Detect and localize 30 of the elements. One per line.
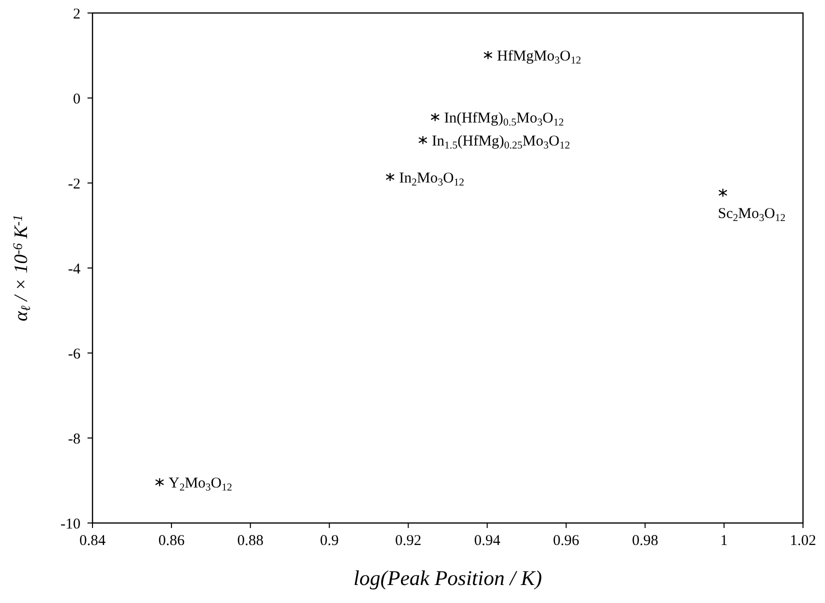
x-tick-label: 0.96 bbox=[553, 533, 580, 549]
y-tick-label: -4 bbox=[68, 261, 81, 278]
y-tick-label: -8 bbox=[68, 431, 80, 448]
point bbox=[418, 136, 428, 145]
point bbox=[386, 172, 395, 182]
x-tick-label: 0.9 bbox=[320, 533, 339, 549]
y-tick-label: 2 bbox=[73, 6, 80, 22]
point bbox=[718, 188, 728, 198]
x-tick-label: 0.84 bbox=[79, 533, 106, 549]
y-tick-label: -2 bbox=[68, 176, 80, 192]
x-tick-label: 0.98 bbox=[632, 533, 658, 549]
x-tick-label: 0.88 bbox=[237, 533, 264, 549]
annotation: In$_{2}$Mo$_{3}$O$_{12}$ bbox=[399, 170, 464, 188]
x-tick-label: 0.92 bbox=[395, 533, 422, 549]
point bbox=[430, 112, 440, 122]
annotation: HfMgMo$_{3}$O$_{12}$ bbox=[497, 48, 582, 66]
point bbox=[155, 478, 164, 487]
x-axis-title: log(Peak Position / K) bbox=[354, 566, 542, 590]
y-tick-label: 0 bbox=[73, 91, 80, 108]
point bbox=[483, 50, 493, 60]
annotation: In(HfMg)$_{0.5}$Mo$_{3}$O$_{12}$ bbox=[444, 110, 564, 128]
annotation: In$_{1.5}$(HfMg)$_{0.25}$Mo$_{3}$O$_{12}$ bbox=[432, 133, 570, 152]
x-tick-label: 1 bbox=[720, 533, 728, 549]
annotation: Y$_{2}$Mo$_{3}$O$_{12}$ bbox=[168, 475, 232, 494]
x-tick-label: 0.86 bbox=[158, 533, 186, 549]
x-tick-label: 1.02 bbox=[790, 533, 816, 549]
y-tick-label: -6 bbox=[68, 346, 81, 362]
y-tick-label: -10 bbox=[60, 516, 80, 532]
x-tick-label: 0.94 bbox=[474, 533, 501, 549]
annotation: Sc$_{2}$Mo$_{3}$O$_{12}$ bbox=[718, 206, 786, 224]
